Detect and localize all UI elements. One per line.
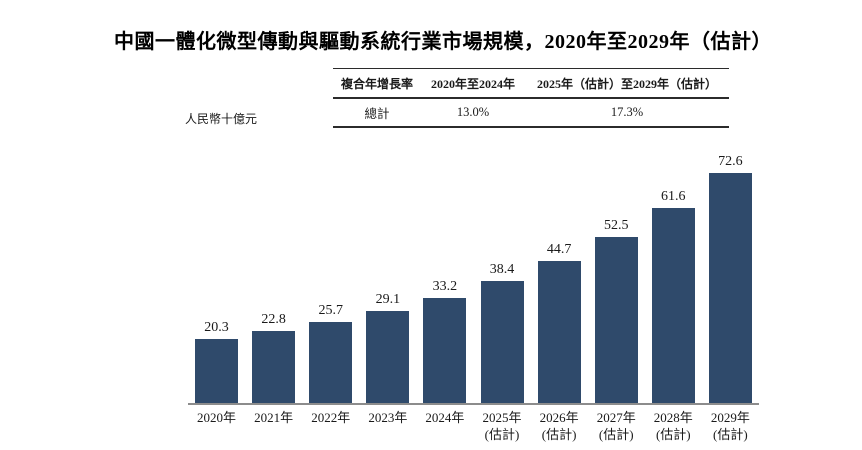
cagr-table: 複合年增長率 2020年至2024年 2025年（估計）至2029年（估計） 總… [333,68,729,128]
x-axis-label-year: 2029年 [710,410,750,425]
bar-value-label: 25.7 [318,303,343,318]
x-axis-label: 2028年 (估計) [645,410,702,444]
x-axis-label: 2022年 [302,410,359,444]
bar-value-label: 20.3 [204,320,229,335]
x-axis-label-note: (估計) [541,426,577,442]
cagr-value-period-2: 17.3% [610,105,644,119]
bar-slot: 52.5 [588,218,645,403]
chart-title: 中國一體化微型傳動與驅動系統行業市場規模，2020年至2029年（估計） [114,31,772,53]
bar-slot: 25.7 [302,303,359,403]
x-axis-label-note: (估計) [598,426,634,442]
bar-value-label: 22.8 [261,312,286,327]
x-axis-label-year: 2028年 [653,410,693,425]
x-axis-line [188,403,759,405]
cagr-header-metric: 複合年增長率 [340,76,413,91]
bar-slot: 61.6 [645,189,702,403]
bars-area: 20.3 22.8 25.7 29.1 33.2 38.4 44.7 52.5 61.6 72.6 [188,150,759,403]
bar-value-label: 61.6 [661,189,686,204]
x-axis-label: 2026年 (估計) [531,410,588,444]
bar-slot: 44.7 [531,242,588,403]
x-axis-label: 2024年 [416,410,473,444]
x-axis-label-year: 2024年 [425,410,465,425]
x-axis-label-year: 2022年 [311,410,351,425]
bar [708,173,752,403]
bar [651,208,695,403]
x-axis-label-year: 2021年 [254,410,294,425]
cagr-table-header-row: 複合年增長率 2020年至2024年 2025年（估計）至2029年（估計） [333,69,729,99]
x-axis-label: 2023年 [359,410,416,444]
bar-chart: 20.3 22.8 25.7 29.1 33.2 38.4 44.7 52.5 61.6 72.6… [188,150,759,444]
bar-slot: 33.2 [416,279,473,403]
bar [309,322,353,403]
cagr-row-label: 總計 [364,107,390,121]
bar-value-label: 29.1 [375,292,401,307]
bar-value-label: 33.2 [432,279,458,294]
x-axis-label: 2029年 (估計) [702,410,759,444]
bar-value-label: 38.4 [489,262,515,277]
bar-value-label: 44.7 [546,242,572,257]
bar [480,281,524,403]
x-axis-label: 2020年 [188,410,245,444]
x-axis-label-year: 2027年 [596,410,636,425]
bar [366,311,410,403]
x-axis-label: 2025年 (估計) [473,410,530,444]
x-axis-label-note: (估計) [484,426,520,442]
x-axis-label: 2021年 [245,410,302,444]
bar-slot: 72.6 [702,154,759,403]
bar-value-label: 72.6 [718,154,743,169]
cagr-header-period-2: 2025年（估計）至2029年（估計） [536,76,717,91]
bar [252,331,296,403]
bar-slot: 20.3 [188,320,245,403]
bar [195,339,239,403]
bar [594,237,638,403]
bar-slot: 22.8 [245,312,302,403]
cagr-value-period-1: 13.0% [456,105,490,119]
bar-slot: 29.1 [359,292,416,403]
bar [537,261,581,403]
cagr-header-period-1: 2020年至2024年 [430,76,515,91]
cagr-table-data-row: 總計 13.0% 17.3% [333,99,729,128]
x-axis-label-note: (估計) [655,426,691,442]
x-axis-label-year: 2025年 [482,410,522,425]
bar-slot: 38.4 [473,262,530,403]
x-axis-label: 2027年 (估計) [588,410,645,444]
bar-value-label: 52.5 [603,218,629,233]
y-unit-label: 人民幣十億元 [185,112,258,126]
x-axis-label-year: 2020年 [197,410,237,425]
x-axis-label-year: 2023年 [368,410,408,425]
x-axis-label-note: (估計) [713,426,748,442]
x-axis-labels-row: 2020年 2021年 2022年 2023年 2024年 2025年 (估計) 2026年(… [188,410,759,444]
x-axis-label-year: 2026年 [539,410,579,425]
bar [423,298,467,403]
